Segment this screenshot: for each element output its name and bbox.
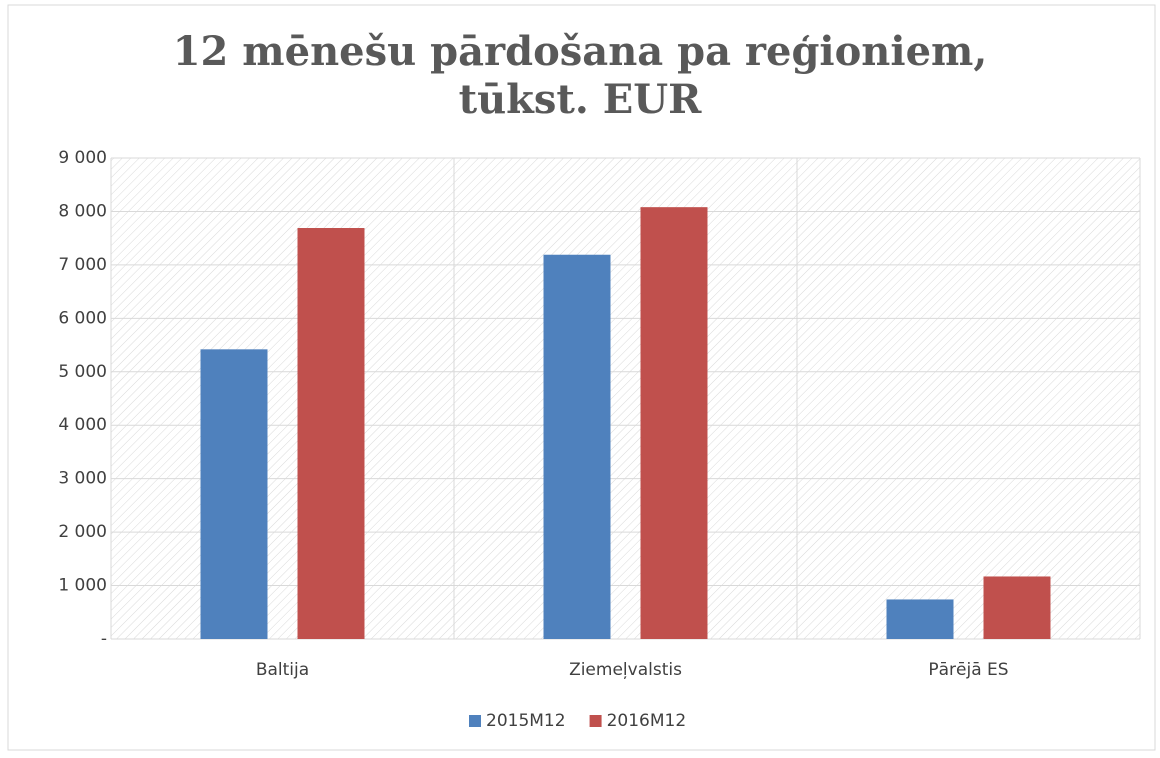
bar <box>983 576 1051 639</box>
chart-border <box>7 4 1156 751</box>
y-tick-label: 4 000 <box>58 415 107 435</box>
y-tick-label: - <box>101 629 107 649</box>
bar <box>886 599 954 639</box>
x-tick-label: Ziemeļvalstis <box>569 660 682 680</box>
legend-label: 2016M12 <box>607 711 687 731</box>
bar <box>543 254 611 640</box>
y-tick-label: 1 000 <box>58 576 107 596</box>
bar <box>297 228 365 640</box>
legend-swatch <box>469 715 481 727</box>
y-tick-label: 8 000 <box>58 201 107 221</box>
chart-title: 12 mēnešu pārdošana pa reģioniem, tūkst.… <box>172 28 988 123</box>
y-tick-label: 5 000 <box>58 362 107 382</box>
y-tick-label: 3 000 <box>58 469 107 489</box>
y-tick-label: 6 000 <box>58 308 107 328</box>
bar <box>640 207 708 639</box>
y-tick-label: 9 000 <box>58 148 107 168</box>
plot-area <box>111 158 1140 639</box>
y-tick-label: 7 000 <box>58 255 107 275</box>
legend-swatch <box>589 715 602 727</box>
x-tick-label: Baltija <box>256 660 309 680</box>
y-tick-label: 2 000 <box>58 522 107 542</box>
x-tick-label: Pārējā ES <box>928 660 1008 680</box>
legend-label: 2015M12 <box>486 711 566 731</box>
bar <box>200 349 268 639</box>
